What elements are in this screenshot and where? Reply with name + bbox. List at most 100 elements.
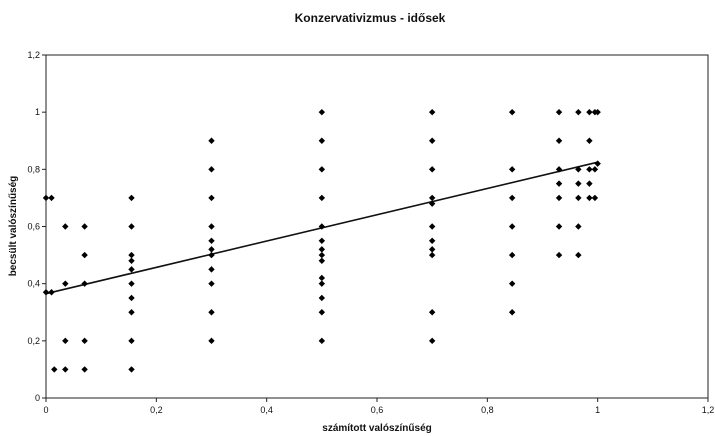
data-point (575, 180, 582, 187)
data-point (428, 137, 436, 144)
data-point (575, 194, 582, 202)
data-point (555, 137, 563, 144)
data-point (555, 166, 563, 173)
data-point (555, 180, 563, 187)
data-point (128, 257, 135, 264)
data-point (128, 266, 135, 273)
chart-title: Konzervativizmus - idősek (295, 11, 446, 25)
data-point (428, 309, 436, 316)
data-point (575, 223, 582, 230)
data-point (428, 251, 436, 259)
data-point (62, 280, 69, 287)
x-tick-label: 1 (595, 405, 600, 415)
data-point (318, 337, 326, 345)
data-point (555, 251, 563, 259)
data-point (128, 194, 135, 202)
data-point (208, 246, 215, 253)
data-point (428, 108, 436, 116)
data-point (318, 294, 326, 302)
data-point (208, 251, 215, 259)
data-point (591, 194, 599, 202)
y-tick-label: 0,6 (27, 222, 40, 232)
data-point (508, 251, 516, 259)
data-point (508, 309, 516, 316)
data-point (208, 337, 215, 345)
data-point (81, 251, 88, 259)
data-point (428, 194, 436, 202)
data-point (428, 166, 436, 173)
data-point (586, 194, 593, 202)
plot-area-border (45, 54, 709, 399)
data-points (42, 108, 601, 373)
data-point (575, 166, 582, 173)
data-point (318, 194, 326, 202)
data-point (555, 223, 563, 230)
data-point (428, 237, 436, 244)
x-tick-label: 1,2 (702, 405, 715, 415)
data-point (428, 200, 436, 207)
x-tick-label: 0,6 (371, 405, 384, 415)
data-point (128, 366, 135, 373)
data-point (208, 166, 215, 173)
data-point (508, 223, 516, 230)
data-point (428, 337, 436, 345)
y-tick-label: 1,2 (27, 50, 40, 60)
data-point (128, 223, 135, 230)
data-point (318, 257, 326, 264)
data-point (81, 337, 88, 345)
data-point (318, 280, 326, 287)
data-point (62, 223, 69, 230)
data-point (591, 166, 599, 173)
data-point (555, 108, 563, 116)
data-point (318, 137, 326, 144)
data-point (128, 337, 135, 345)
data-point (586, 108, 593, 116)
data-point (48, 194, 55, 202)
data-point (208, 137, 215, 144)
data-point (42, 194, 50, 202)
x-tick-label: 0,4 (260, 405, 273, 415)
x-tick-label: 0,2 (150, 405, 163, 415)
data-point (208, 237, 215, 244)
data-point (51, 366, 58, 373)
data-point (128, 251, 135, 259)
x-tick-label: 0,8 (481, 405, 494, 415)
y-tick-label: 0 (35, 393, 40, 403)
data-point (318, 274, 326, 282)
x-axis: 0 0,2 0,4 0,6 0,8 1 1,2 (43, 398, 714, 415)
y-tick-label: 0,2 (27, 336, 40, 346)
data-point (318, 309, 326, 316)
y-tick-label: 1 (35, 107, 40, 117)
y-axis-label: becsült valószínűség (8, 176, 19, 277)
data-point (318, 108, 326, 116)
data-point (128, 294, 135, 302)
data-point (508, 194, 516, 202)
data-point (575, 251, 582, 259)
y-tick-label: 0,8 (27, 164, 40, 174)
data-point (508, 166, 516, 173)
data-point (208, 266, 215, 273)
x-axis-label: számított valószínűség (322, 423, 431, 434)
data-point (48, 289, 55, 296)
data-point (575, 108, 582, 116)
y-axis: 0 0,2 0,4 0,6 0,8 1 1,2 (27, 50, 46, 403)
data-point (428, 223, 436, 230)
data-point (208, 309, 215, 316)
data-point (208, 223, 215, 230)
data-point (318, 251, 326, 259)
data-point (62, 337, 69, 345)
data-point (508, 280, 516, 287)
data-point (594, 108, 601, 116)
data-point (555, 194, 563, 202)
data-point (81, 280, 88, 287)
data-point (81, 366, 88, 373)
data-point (586, 180, 593, 187)
data-point (318, 237, 326, 244)
data-point (128, 309, 135, 316)
data-point (428, 246, 436, 253)
data-point (128, 280, 135, 287)
y-tick-label: 0,4 (27, 279, 40, 289)
data-point (586, 137, 593, 144)
data-point (318, 166, 326, 173)
